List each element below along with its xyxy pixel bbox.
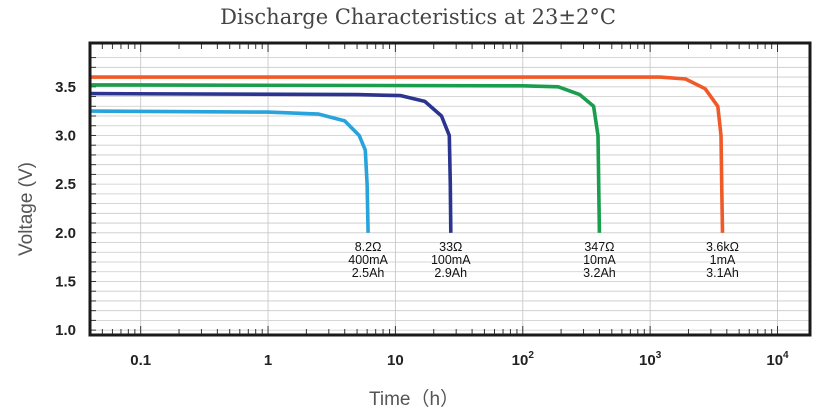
y-tick-labels: 3.5 3.0 2.5 2.0 1.5 1.0: [55, 79, 76, 339]
series-annotation: 100mA: [431, 253, 471, 267]
y-tick-label: 3.5: [55, 79, 76, 96]
series-layer: [89, 75, 725, 233]
series-line: [90, 75, 725, 233]
y-tick-label: 2.5: [55, 176, 76, 193]
series-line: [89, 109, 370, 233]
plot-frame: [88, 41, 812, 337]
series-annotation: 2.5Ah: [352, 266, 385, 280]
x-tick-label: 103: [639, 350, 662, 369]
x-tick-label: 104: [766, 350, 789, 369]
y-tick-label: 1.0: [55, 322, 76, 339]
series-annotation: 33Ω: [439, 240, 462, 254]
x-axis-label: Time（h）: [369, 388, 459, 410]
x-tick-label: 10: [387, 352, 404, 369]
y-tick-label: 3.0: [55, 127, 76, 144]
x-tick-labels: 0.1 1 10 102 103 104: [130, 350, 789, 369]
series-line: [89, 83, 602, 233]
y-tick-label: 2.0: [55, 225, 76, 242]
series-annotation: 347Ω: [584, 240, 614, 254]
x-tick-label: 102: [512, 350, 535, 369]
y-axis-label: Voltage (V): [16, 162, 37, 256]
series-annotation: 3.6kΩ: [706, 240, 739, 254]
series-annotation: 400mA: [348, 253, 388, 267]
series-annotation: 3.1Ah: [706, 266, 739, 280]
series-annotation: 3.2Ah: [583, 266, 616, 280]
x-tick-label: 0.1: [130, 352, 151, 369]
series-annotation: 1mA: [710, 253, 736, 267]
chart-title: Discharge Characteristics at 23±2°C: [220, 5, 616, 29]
series-annotation: 2.9Ah: [434, 266, 467, 280]
series-annotation: 8.2Ω: [355, 240, 382, 254]
y-tick-label: 1.5: [55, 273, 76, 290]
series-annotation: 10mA: [583, 253, 616, 267]
x-tick-label: 1: [264, 352, 272, 369]
series-line: [89, 91, 453, 233]
